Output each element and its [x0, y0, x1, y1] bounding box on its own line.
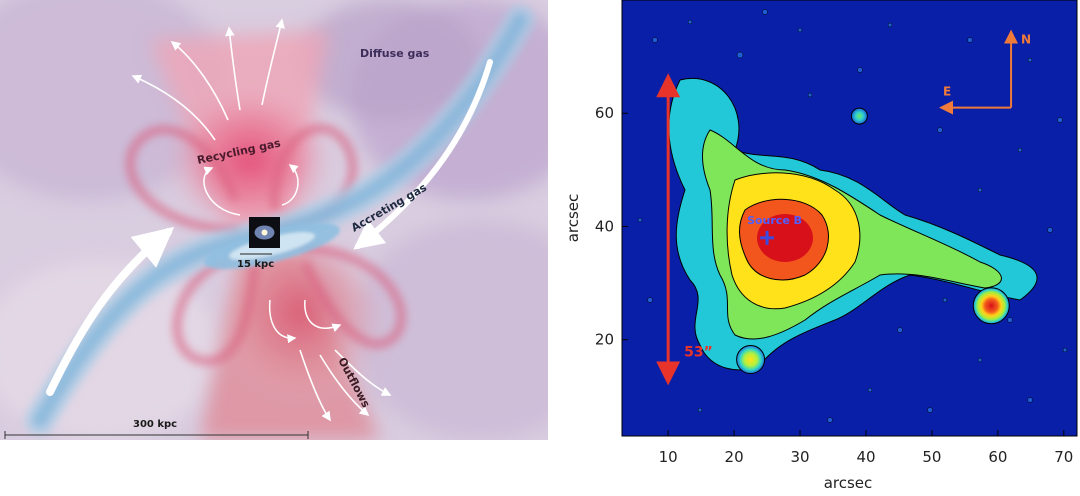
accretion-arrow-left [46, 226, 175, 396]
compact-source [850, 107, 868, 125]
x-tick-label: 30 [790, 448, 809, 466]
y-axis-label: arcsec [564, 194, 582, 243]
source-b-marker [760, 230, 775, 245]
extended-emission [668, 78, 1038, 371]
recycling-arrows [203, 164, 342, 344]
size-label: 53” [684, 345, 713, 361]
x-tick-label: 10 [659, 448, 678, 466]
compact-sources [736, 107, 1010, 375]
y-tick-label: 60 [595, 104, 614, 122]
y-axis-ticks: 20 40 60 [595, 104, 628, 349]
x-tick-label: 20 [725, 448, 744, 466]
plot-frame [621, 0, 1078, 437]
outflow-cones [150, 30, 380, 440]
outflow-arrows [131, 18, 392, 422]
compact-source [972, 287, 1010, 325]
noise-speckles [637, 9, 1068, 423]
x-tick-label: 40 [856, 448, 875, 466]
diffuse-gas-label: Diffuse gas [360, 47, 430, 60]
x-axis-ticks: 10 20 30 40 50 60 70 [659, 430, 1073, 466]
accretion-arrow-right [353, 59, 493, 250]
x-tick-label: 50 [922, 448, 941, 466]
compact-source [736, 345, 766, 375]
recycling-gas-loops [125, 123, 407, 367]
x-axis-label: arcsec [824, 474, 873, 492]
gas-cycle-illustration: Diffuse gas Recycling gas Accreting gas … [0, 0, 548, 440]
x-tick-label: 70 [1054, 448, 1073, 466]
x-tick-label: 60 [988, 448, 1007, 466]
compass: N E [939, 29, 1031, 115]
y-tick-label: 20 [595, 331, 614, 349]
intensity-map-figure: N E 53” Source B 10 20 30 40 50 60 70 20 40 60 a… [564, 0, 1078, 492]
outer-scale-label: 300 kpc [133, 419, 177, 430]
source-b-label: Source B [747, 214, 802, 227]
galaxy-image [249, 217, 280, 248]
y-tick-label: 40 [595, 217, 614, 235]
inner-scale-label: 15 kpc [237, 259, 274, 270]
compass-north-label: N [1021, 33, 1031, 47]
compass-east-label: E [943, 85, 951, 99]
